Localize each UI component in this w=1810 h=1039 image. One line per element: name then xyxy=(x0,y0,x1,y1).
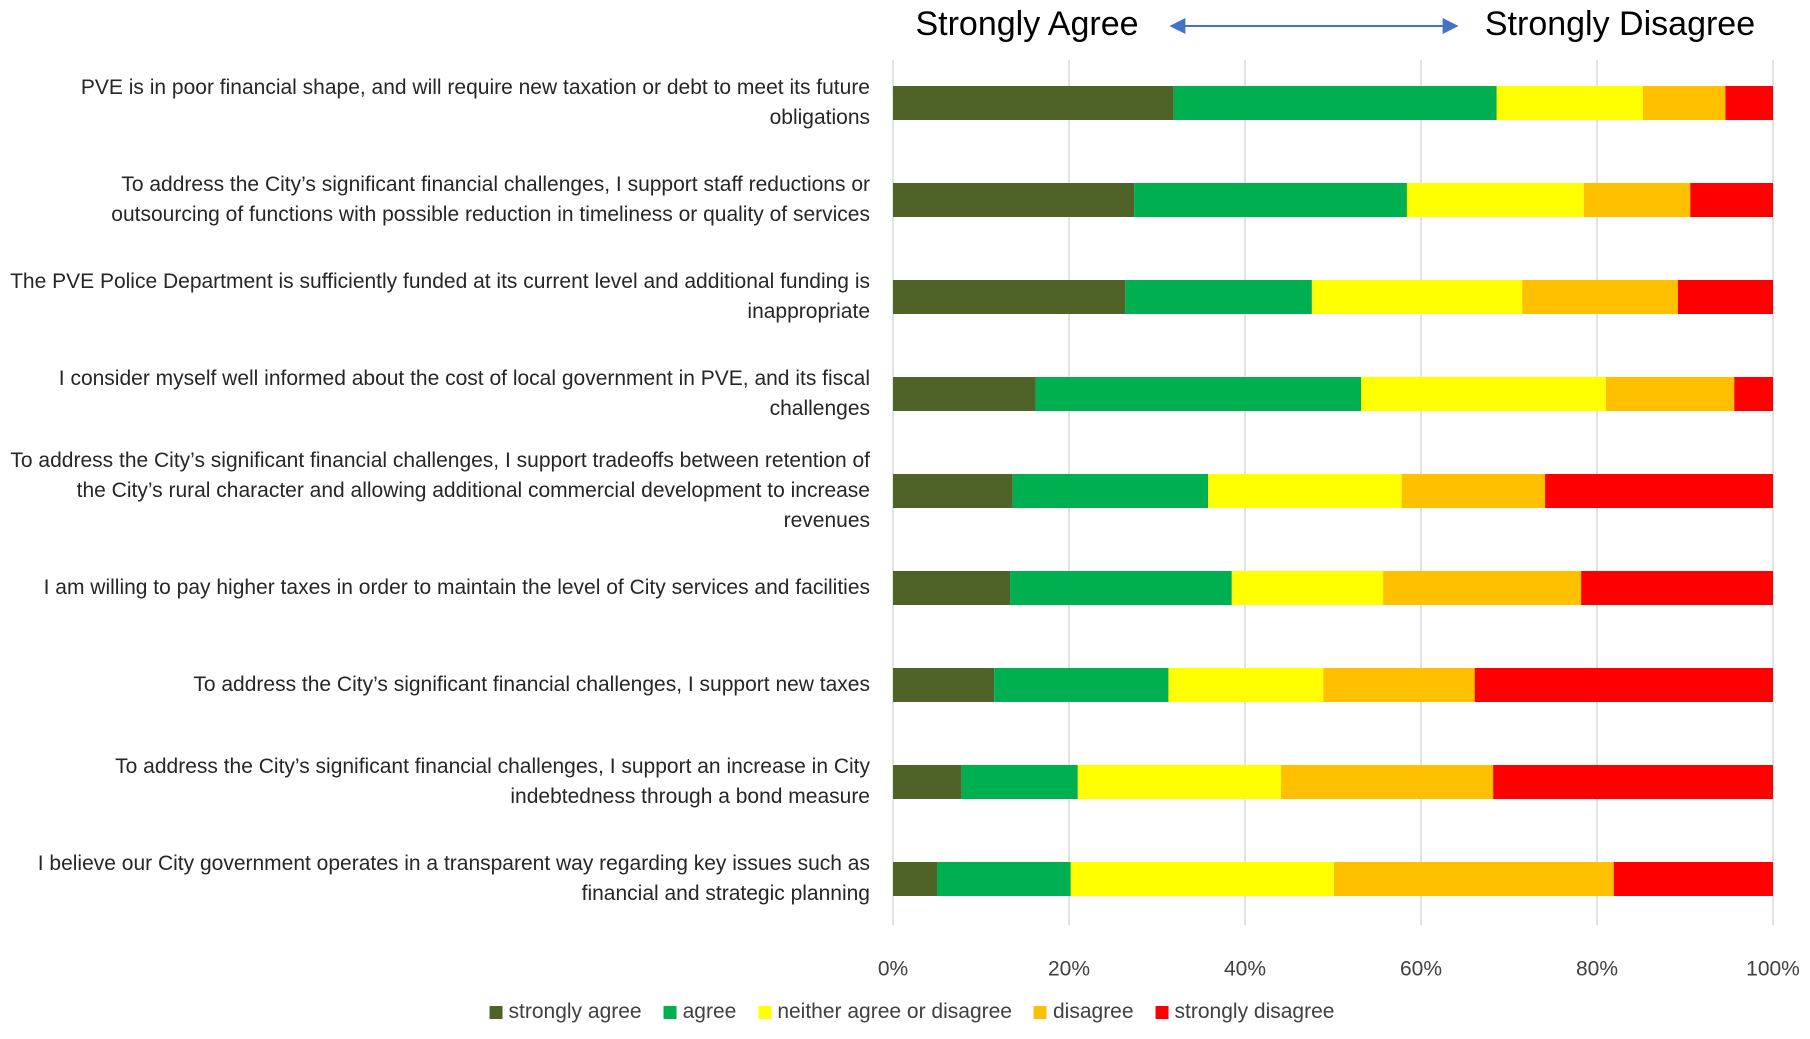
annotation: Strongly Agree xyxy=(915,5,1138,43)
bar-segment xyxy=(1725,86,1773,120)
bar-segment xyxy=(1125,280,1312,314)
bar-segment xyxy=(893,862,937,896)
bar-segment xyxy=(1311,280,1523,314)
legend-item: strongly disagree xyxy=(1155,1000,1335,1024)
bar-segment xyxy=(1493,765,1773,799)
bar-segment xyxy=(1070,862,1334,896)
bar-segment xyxy=(1474,668,1773,702)
bar-segment xyxy=(893,377,1036,411)
bar-segment xyxy=(893,765,962,799)
x-tick-label: 20% xyxy=(1048,958,1090,981)
category-label: To address the City’s significant financ… xyxy=(115,755,870,808)
legend-label: neither agree or disagree xyxy=(777,1000,1012,1023)
bar-segment xyxy=(893,668,995,702)
x-tick-label: 100% xyxy=(1746,958,1800,981)
category-label: I am willing to pay higher taxes in orde… xyxy=(43,576,870,599)
legend-label: agree xyxy=(682,1000,737,1023)
legend-swatch xyxy=(758,1005,772,1019)
legend-item: strongly agree xyxy=(489,1000,642,1024)
legend-swatch xyxy=(663,1005,677,1019)
x-tick-label: 40% xyxy=(1224,958,1266,981)
bar-segment xyxy=(893,280,1126,314)
bar-segment xyxy=(1323,668,1475,702)
bar-segment xyxy=(893,474,1013,508)
legend-label: disagree xyxy=(1052,1000,1134,1023)
bar-segment xyxy=(1545,474,1773,508)
legend-item: disagree xyxy=(1033,1000,1134,1024)
x-tick-label: 60% xyxy=(1400,958,1442,981)
bar-segment xyxy=(994,668,1169,702)
bar-segment xyxy=(1231,571,1384,605)
bar-segment xyxy=(893,183,1135,217)
bar-segment xyxy=(1583,183,1691,217)
category-label: The PVE Police Department is sufficientl… xyxy=(10,270,870,323)
bar-segment xyxy=(1581,571,1773,605)
category-label: I consider myself well informed about th… xyxy=(58,367,870,420)
bar-segment xyxy=(1613,862,1773,896)
bar-segment xyxy=(1522,280,1678,314)
category-label: PVE is in poor financial shape, and will… xyxy=(80,76,870,129)
bar-segment xyxy=(1281,765,1494,799)
x-tick-label: 0% xyxy=(878,958,908,981)
legend-label: strongly disagree xyxy=(1174,1000,1335,1023)
legend-item: agree xyxy=(663,1000,737,1024)
bar-segment xyxy=(1496,86,1643,120)
legend-swatch xyxy=(489,1005,503,1019)
legend-swatch xyxy=(1033,1005,1047,1019)
bar-segment xyxy=(1361,377,1606,411)
bar-segment xyxy=(1168,668,1324,702)
bar-segment xyxy=(961,765,1078,799)
x-tick-label: 80% xyxy=(1576,958,1618,981)
legend-swatch xyxy=(1155,1005,1169,1019)
bar-segment xyxy=(1690,183,1773,217)
bar-segment xyxy=(1406,183,1584,217)
bar-segment xyxy=(1077,765,1282,799)
bar-segment xyxy=(1333,862,1614,896)
bar-segment xyxy=(1734,377,1773,411)
bar-segment xyxy=(1677,280,1773,314)
bar-segment xyxy=(1642,86,1726,120)
category-label: To address the City’s significant financ… xyxy=(10,449,870,532)
category-label: To address the City’s significant financ… xyxy=(111,173,870,226)
bar-segment xyxy=(1012,474,1209,508)
bar-segment xyxy=(937,862,1071,896)
bar-segment xyxy=(1173,86,1497,120)
bar-segment xyxy=(893,571,1011,605)
bar-segment xyxy=(1401,474,1546,508)
legend: strongly agree agree neither agree or disa… xyxy=(489,1000,1335,1024)
category-label: I believe our City government operates i… xyxy=(37,852,870,905)
legend-label: strongly agree xyxy=(508,1000,642,1023)
bar-segment xyxy=(1208,474,1402,508)
bar-segment xyxy=(1035,377,1362,411)
legend-item: neither agree or disagree xyxy=(758,1000,1012,1024)
bar-segment xyxy=(1605,377,1735,411)
category-label: To address the City’s significant financ… xyxy=(193,673,870,696)
bar-segment xyxy=(1010,571,1232,605)
bar-segment xyxy=(1383,571,1582,605)
annotation: Strongly Disagree xyxy=(1485,5,1755,43)
bar-segment xyxy=(893,86,1174,120)
bar-segment xyxy=(1134,183,1407,217)
